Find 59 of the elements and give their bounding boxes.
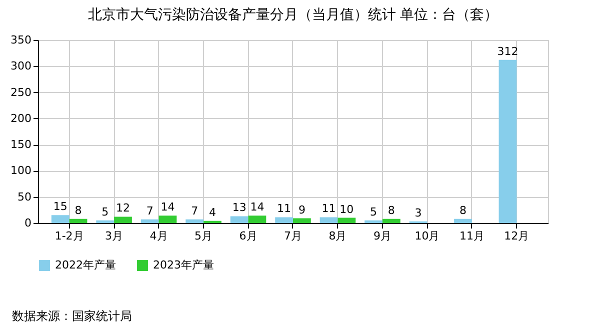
- data-label: 14: [160, 200, 175, 214]
- bar: [498, 60, 517, 223]
- data-label: 5: [370, 205, 378, 218]
- x-tick-label: 9月: [373, 230, 392, 242]
- data-label: 8: [74, 204, 82, 217]
- data-label: 10: [340, 202, 354, 216]
- data-label: 12: [116, 202, 130, 215]
- bar: [230, 216, 248, 223]
- source-note: 数据来源：国家统计局: [12, 308, 132, 325]
- y-tick-label: 100: [10, 164, 32, 178]
- data-label: 14: [250, 200, 264, 214]
- data-label: 11: [322, 202, 336, 216]
- bar: [51, 215, 70, 223]
- bar: [248, 216, 266, 223]
- chart-title: 北京市大气污染防治设备产量分月（当月值）统计 单位：台（套）: [88, 7, 498, 23]
- bar: [275, 217, 293, 223]
- data-label: 3: [414, 206, 422, 220]
- data-label: 5: [102, 205, 109, 218]
- data-label: 11: [277, 202, 292, 216]
- data-label: 9: [298, 203, 306, 216]
- legend-label: 2023年产量: [153, 258, 214, 272]
- x-tick-label: 4月: [150, 230, 168, 242]
- x-tick-label: 3月: [105, 230, 124, 242]
- data-label: 312: [497, 44, 518, 58]
- bar: [140, 219, 159, 223]
- data-label: 8: [388, 204, 395, 217]
- data-label: 13: [232, 201, 246, 214]
- bar: [96, 220, 114, 223]
- y-tick-label: 200: [10, 112, 32, 125]
- bar: [382, 218, 400, 223]
- data-label: 4: [208, 206, 216, 219]
- bar: [338, 218, 356, 223]
- y-tick-label: 350: [10, 34, 32, 46]
- data-label: 15: [53, 200, 68, 214]
- bar: [293, 218, 311, 223]
- y-tick-label: 0: [24, 216, 32, 230]
- x-tick-label: 10月: [414, 230, 440, 242]
- data-label: 7: [191, 204, 198, 218]
- y-tick-label: 300: [10, 60, 32, 73]
- bar: [454, 218, 472, 223]
- legend-label: 2022年产量: [55, 258, 116, 272]
- x-tick-label: 12月: [504, 230, 530, 242]
- bar: [320, 217, 338, 223]
- y-tick-label: 250: [10, 86, 32, 99]
- bar: [186, 219, 204, 223]
- x-tick-label: 7月: [284, 230, 302, 242]
- x-tick-label: 5月: [194, 230, 213, 242]
- y-tick-label: 150: [10, 138, 32, 152]
- bar: [364, 220, 382, 223]
- data-label: 7: [146, 204, 154, 218]
- y-tick-label: 50: [18, 190, 32, 204]
- data-label: 8: [460, 204, 466, 217]
- x-tick-label: 6月: [239, 230, 258, 242]
- bar: [114, 216, 132, 223]
- x-tick-label: 1-2月: [54, 230, 84, 242]
- x-tick-label: 11月: [459, 230, 484, 242]
- x-tick-label: 8月: [328, 230, 347, 242]
- bar: [158, 216, 177, 223]
- bar: [69, 218, 88, 223]
